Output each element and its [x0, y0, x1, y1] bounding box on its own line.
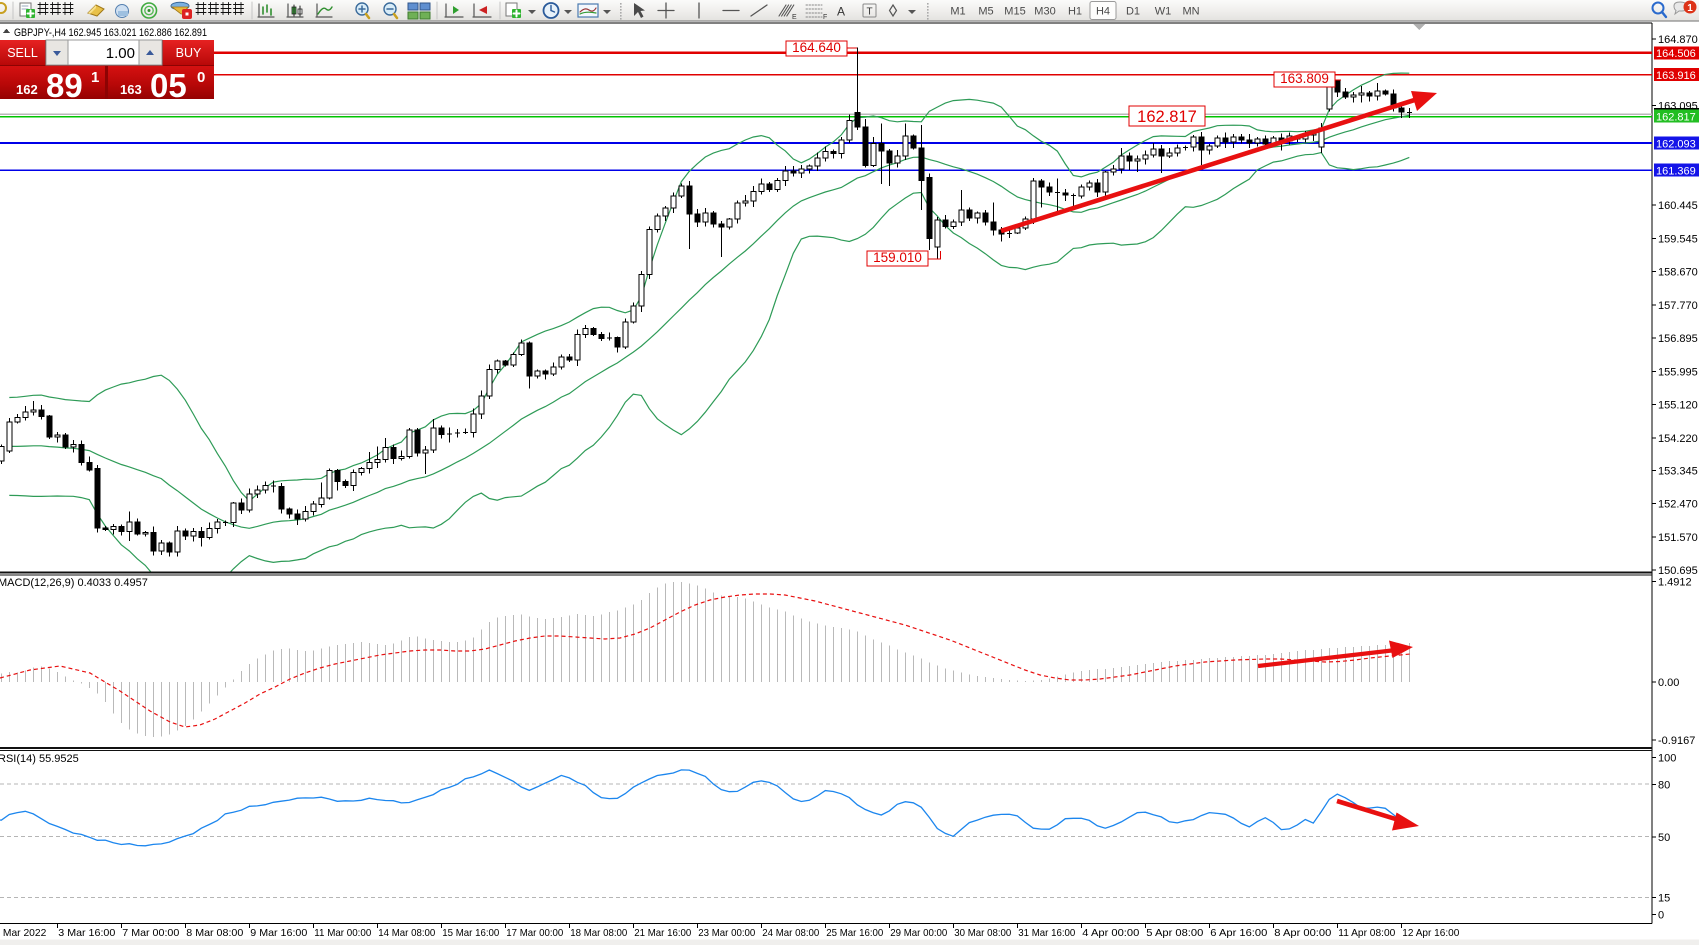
svg-text:89: 89: [46, 67, 83, 104]
svg-text:18 Mar 08:00: 18 Mar 08:00: [570, 927, 627, 939]
svg-text:A: A: [837, 5, 845, 19]
svg-text:100: 100: [1658, 753, 1676, 765]
svg-text:W1: W1: [1155, 6, 1172, 18]
svg-text:BUY: BUY: [176, 46, 202, 60]
svg-text:0.00: 0.00: [1658, 677, 1679, 689]
svg-text:15: 15: [1658, 893, 1670, 905]
svg-text:4 Apr 00:00: 4 Apr 00:00: [1082, 927, 1139, 939]
svg-text:157.770: 157.770: [1658, 300, 1698, 312]
svg-text:153.345: 153.345: [1658, 466, 1698, 478]
svg-text:1.4912: 1.4912: [1658, 577, 1692, 589]
svg-text:11 Apr 08:00: 11 Apr 08:00: [1338, 927, 1395, 939]
svg-text:MACD(12,26,9) 0.4033 0.4957: MACD(12,26,9) 0.4033 0.4957: [0, 577, 148, 589]
svg-text:1: 1: [1687, 3, 1693, 14]
svg-text:H4: H4: [1096, 6, 1110, 18]
svg-text:7 Mar 00:00: 7 Mar 00:00: [122, 927, 179, 939]
svg-text:24 Mar 08:00: 24 Mar 08:00: [762, 927, 819, 939]
svg-text:17 Mar 00:00: 17 Mar 00:00: [506, 927, 563, 939]
svg-text:161.369: 161.369: [1656, 165, 1696, 177]
svg-text:T: T: [866, 7, 872, 18]
svg-text:25 Mar 16:00: 25 Mar 16:00: [826, 927, 883, 939]
svg-text:F: F: [823, 14, 827, 21]
svg-text:151.570: 151.570: [1658, 532, 1698, 544]
svg-text:152.470: 152.470: [1658, 499, 1698, 511]
svg-text:05: 05: [150, 67, 187, 104]
svg-text:SELL: SELL: [7, 46, 38, 60]
svg-text:164.506: 164.506: [1656, 48, 1696, 60]
svg-text:M30: M30: [1034, 6, 1055, 18]
svg-text:155.995: 155.995: [1658, 367, 1698, 379]
svg-text:0: 0: [1658, 910, 1664, 922]
svg-text:5 Apr 08:00: 5 Apr 08:00: [1146, 927, 1203, 939]
svg-text:12 Apr 16:00: 12 Apr 16:00: [1402, 927, 1459, 939]
svg-text:1: 1: [91, 69, 99, 86]
svg-text:3 Mar 16:00: 3 Mar 16:00: [58, 927, 115, 939]
svg-text:163.809: 163.809: [1280, 71, 1329, 86]
svg-text:6 Apr 16:00: 6 Apr 16:00: [1210, 927, 1267, 939]
svg-text:162.817: 162.817: [1656, 111, 1696, 123]
svg-text:163.916: 163.916: [1656, 70, 1696, 82]
svg-text:14 Mar 08:00: 14 Mar 08:00: [378, 927, 435, 939]
svg-text:160.445: 160.445: [1658, 200, 1698, 212]
svg-text:155.120: 155.120: [1658, 399, 1698, 411]
svg-text:31 Mar 16:00: 31 Mar 16:00: [1018, 927, 1075, 939]
svg-text:0: 0: [197, 69, 205, 86]
svg-text:164.870: 164.870: [1658, 34, 1698, 46]
svg-text:MN: MN: [1182, 6, 1199, 18]
svg-text:164.640: 164.640: [792, 40, 841, 55]
svg-text:21 Mar 16:00: 21 Mar 16:00: [634, 927, 691, 939]
svg-text:H1: H1: [1068, 6, 1082, 18]
svg-text:-0.9167: -0.9167: [1658, 735, 1695, 747]
svg-text:RSI(14) 55.9525: RSI(14) 55.9525: [0, 753, 79, 765]
svg-text:150.695: 150.695: [1658, 565, 1698, 577]
svg-text:11 Mar 00:00: 11 Mar 00:00: [314, 927, 371, 939]
svg-text:30 Mar 08:00: 30 Mar 08:00: [954, 927, 1011, 939]
svg-text:162: 162: [16, 82, 38, 97]
svg-text:23 Mar 00:00: 23 Mar 00:00: [698, 927, 755, 939]
svg-text:8 Apr 00:00: 8 Apr 00:00: [1274, 927, 1331, 939]
svg-text:GBPJPY-,H4 162.945 163.021 16: GBPJPY-,H4 162.945 163.021 162.886 162.8…: [14, 27, 207, 39]
svg-text:162.093: 162.093: [1656, 138, 1696, 150]
svg-text:29 Mar 00:00: 29 Mar 00:00: [890, 927, 947, 939]
svg-text:M5: M5: [978, 6, 993, 18]
svg-text:E: E: [792, 14, 797, 21]
svg-text:154.220: 154.220: [1658, 433, 1698, 445]
svg-text:159.010: 159.010: [873, 250, 922, 265]
svg-text:M15: M15: [1004, 6, 1025, 18]
svg-text:159.545: 159.545: [1658, 234, 1698, 246]
svg-text:2 Mar 2022: 2 Mar 2022: [0, 927, 46, 939]
svg-text:80: 80: [1658, 780, 1670, 792]
svg-text:50: 50: [1658, 832, 1670, 844]
svg-text:1.00: 1.00: [106, 45, 135, 62]
svg-text:15 Mar 16:00: 15 Mar 16:00: [442, 927, 499, 939]
svg-text:M1: M1: [950, 6, 965, 18]
svg-text:158.670: 158.670: [1658, 266, 1698, 278]
svg-text:156.895: 156.895: [1658, 333, 1698, 345]
svg-text:D1: D1: [1126, 6, 1140, 18]
svg-text:163: 163: [120, 82, 142, 97]
svg-text:162.817: 162.817: [1137, 108, 1197, 126]
svg-text:9 Mar 16:00: 9 Mar 16:00: [250, 927, 307, 939]
svg-text:8 Mar 08:00: 8 Mar 08:00: [186, 927, 243, 939]
